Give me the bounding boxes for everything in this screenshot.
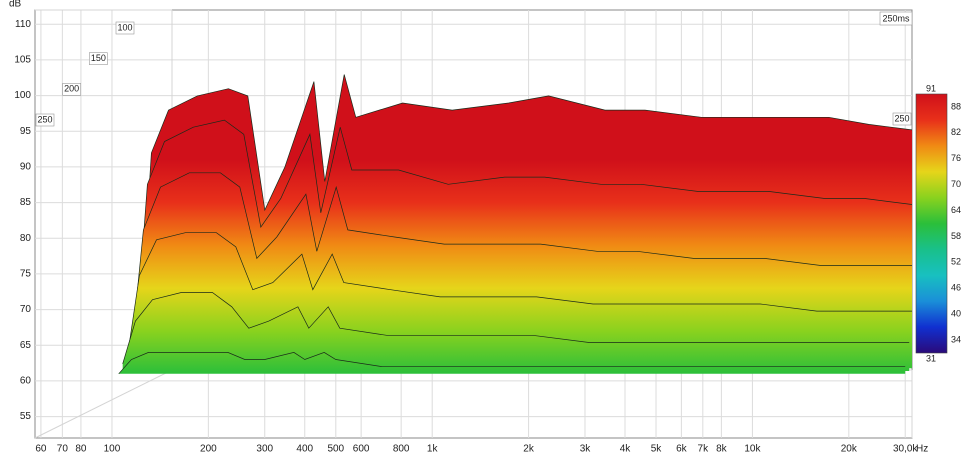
x-tick-label: 100 (104, 444, 121, 455)
y-tick-label: 75 (20, 269, 32, 280)
x-tick-label: 1k (427, 444, 439, 455)
z-tick-box (892, 112, 912, 126)
labels: 55 60 65 70 75 80 85 90 95 100 105 110 60 70 80 100 200 3… (14, 19, 961, 455)
colorbar-tick-label: 40 (951, 309, 961, 319)
y-tick-label: 85 (20, 197, 32, 208)
colorbar-tick-label: 88 (951, 101, 961, 111)
x-tick-label: 2k (523, 444, 535, 455)
z-tick-box (115, 21, 135, 35)
x-tick-label: 600 (353, 444, 370, 455)
y-tick-label: 55 (20, 411, 32, 422)
x-tick-label: 500 (327, 444, 344, 455)
waterfall-surface (118, 74, 912, 375)
x-tick-label: 8k (716, 444, 728, 455)
slice-line (126, 232, 912, 362)
colorbar-min-label: 31 (926, 353, 936, 363)
colorbar-tick-label: 34 (951, 334, 961, 344)
slice-area (122, 292, 910, 371)
z-tick-box (62, 83, 81, 96)
x-tick-label: 4k (620, 444, 632, 455)
y-tick-label: 90 (20, 162, 32, 173)
x-tick-label: 10k (744, 444, 761, 455)
colorbar-tick-label: 52 (951, 257, 961, 267)
z-tick-box (89, 52, 108, 65)
colorbar-max-label: 91 (926, 83, 936, 93)
y-tick-label: 105 (14, 55, 31, 66)
colorbar-tick-label: 70 (951, 179, 961, 189)
y-tick-label: 110 (15, 19, 31, 30)
x-tick-label: 6k (676, 444, 688, 455)
x-tick-label: 200 (200, 444, 217, 455)
x-tick-label: 5k (651, 444, 663, 455)
colorbar-tick-label: 64 (951, 205, 961, 215)
z-end-box (879, 11, 913, 26)
colorbar (915, 93, 948, 354)
x-tick-label: 30,0k (893, 444, 918, 455)
colorbar-tick-label: 82 (951, 127, 961, 137)
x-tick-label: 70 (57, 444, 69, 455)
z-tick-label: 100 (117, 22, 132, 32)
x-tick-label: 800 (393, 444, 410, 455)
x-tick-label: 7k (698, 444, 710, 455)
y-tick-label: 95 (20, 126, 32, 137)
y-tick-label: 70 (20, 304, 32, 315)
y-tick-label: 65 (20, 340, 32, 351)
x-tick-label: 60 (35, 444, 47, 455)
x-tick-label: 3k (580, 444, 592, 455)
z-tick-label: 250 (37, 114, 52, 124)
colorbar-tick-label: 76 (951, 153, 961, 163)
x-tick-label: 300 (256, 444, 273, 455)
x-tick-label: 20k (841, 444, 858, 455)
y-tick-label: 60 (20, 376, 32, 387)
z-tick-label: 150 (91, 53, 106, 63)
slice-line (118, 352, 906, 375)
slice-line (138, 74, 912, 353)
colorbar-tick-label: 46 (951, 283, 961, 293)
x-tick-label: 80 (75, 444, 87, 455)
z-end-label: 250ms (882, 13, 910, 23)
z-tick-box (35, 113, 55, 127)
slice-line (130, 172, 912, 359)
z-tick-label: 200 (64, 84, 79, 94)
z-tick-label: 250 (894, 113, 909, 123)
slice-line (134, 119, 912, 356)
y-tick-label: 100 (14, 90, 31, 101)
x-axis-unit: Hz (916, 444, 928, 455)
y-tick-label: 80 (20, 233, 32, 244)
x-tick-label: 400 (296, 444, 313, 455)
slice-area (118, 352, 906, 374)
slice-line (122, 292, 910, 364)
y-axis-label: dB (9, 0, 22, 10)
colorbar-tick-label: 58 (951, 231, 961, 241)
